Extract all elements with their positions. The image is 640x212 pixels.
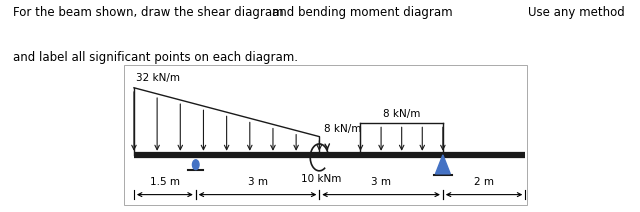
Circle shape: [193, 160, 199, 170]
Text: Use any method: Use any method: [528, 6, 625, 19]
Text: and bending moment diagram: and bending moment diagram: [272, 6, 452, 19]
Text: 1.5 m: 1.5 m: [150, 177, 180, 187]
Text: and label all significant points on each diagram.: and label all significant points on each…: [13, 51, 298, 64]
Text: 3 m: 3 m: [248, 177, 268, 187]
Polygon shape: [435, 155, 451, 174]
Text: 32 kN/m: 32 kN/m: [136, 73, 180, 83]
Text: For the beam shown, draw the shear diagram: For the beam shown, draw the shear diagr…: [13, 6, 284, 19]
Text: 8 kN/m: 8 kN/m: [324, 124, 362, 134]
Text: 3 m: 3 m: [371, 177, 391, 187]
Text: 8 kN/m: 8 kN/m: [383, 109, 420, 119]
Text: 2 m: 2 m: [474, 177, 494, 187]
Text: 10 kNm: 10 kNm: [301, 174, 342, 184]
